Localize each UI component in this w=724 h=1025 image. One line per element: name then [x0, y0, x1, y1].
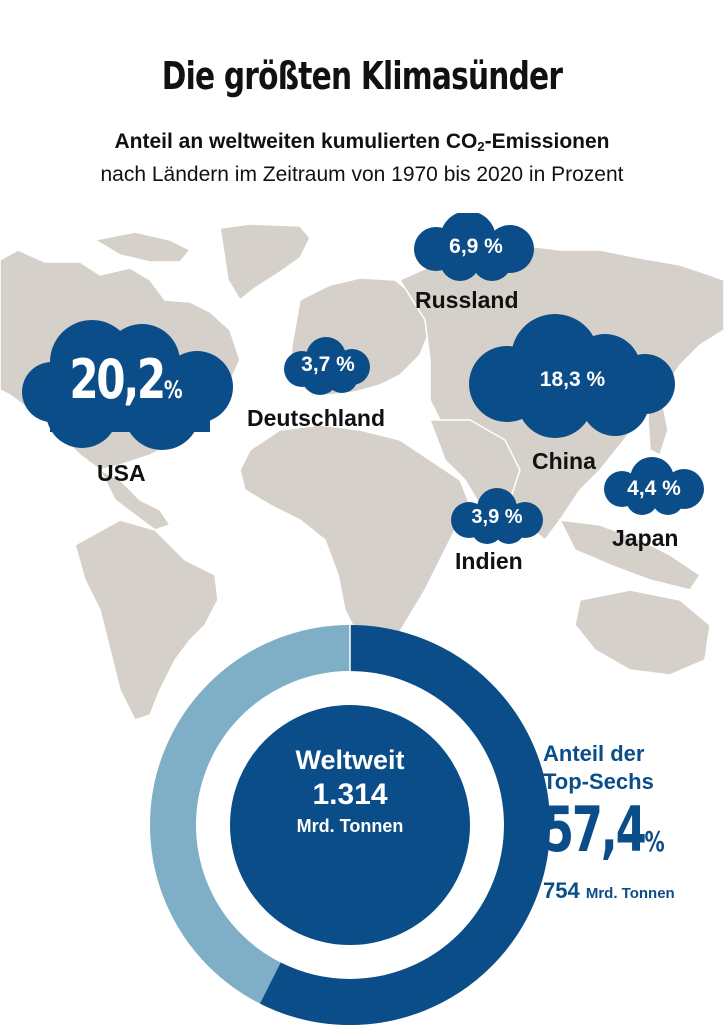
subtitle-line1: Anteil an weltweiten kumulierten CO2-Emi…	[114, 130, 610, 154]
cloud-russland: 6,9 %	[410, 213, 542, 283]
subtitle-line2: nach Ländern im Zeitraum von 1970 bis 20…	[100, 163, 624, 186]
label-japan: Japan	[612, 525, 679, 551]
value-deutschland: 3,7 %	[301, 353, 355, 376]
cloud-icon	[414, 213, 534, 281]
center-unit: Mrd. Tonnen	[296, 816, 404, 836]
cloud-usa: 20,2%	[12, 312, 240, 454]
top-six-annotation: Anteil der Top-Sechs 57,4% 754 Mrd. Tonn…	[543, 740, 712, 904]
cloud-icon	[22, 320, 233, 450]
top-six-heading-2: Top-Sechs	[543, 769, 654, 794]
center-label: Weltweit	[295, 745, 405, 775]
top-six-amount: 754 Mrd. Tonnen	[543, 878, 675, 903]
cloud-icon	[451, 488, 543, 544]
value-china: 18,3 %	[539, 368, 606, 391]
label-indien: Indien	[455, 548, 523, 574]
cloud-japan: 4,4 %	[600, 455, 708, 517]
top-six-heading-1: Anteil der	[543, 741, 645, 766]
label-usa: USA	[97, 460, 146, 486]
donut-chart	[150, 625, 550, 1025]
cloud-icon	[284, 337, 370, 395]
value-japan: 4,4 %	[627, 477, 681, 500]
center-value: 1.314	[312, 778, 388, 811]
donut-center-disk	[230, 705, 470, 945]
label-china: China	[532, 448, 596, 474]
cloud-icon	[469, 314, 675, 438]
value-indien: 3,9 %	[471, 506, 523, 528]
label-russland: Russland	[415, 287, 519, 313]
cloud-china: 18,3 %	[465, 312, 680, 440]
page-title: Die größten Klimasünder	[161, 54, 563, 98]
value-russland: 6,9 %	[449, 235, 503, 258]
cloud-deutschland: 3,7 %	[280, 335, 376, 397]
donut-center-text: Weltweit 1.314 Mrd. Tonnen	[230, 745, 470, 837]
label-deutschland: Deutschland	[247, 405, 386, 431]
cloud-indien: 3,9 %	[447, 486, 547, 546]
cloud-icon	[604, 457, 704, 515]
value-usa: 20,2	[69, 348, 166, 411]
top-six-percent: 57,4%	[543, 793, 665, 866]
